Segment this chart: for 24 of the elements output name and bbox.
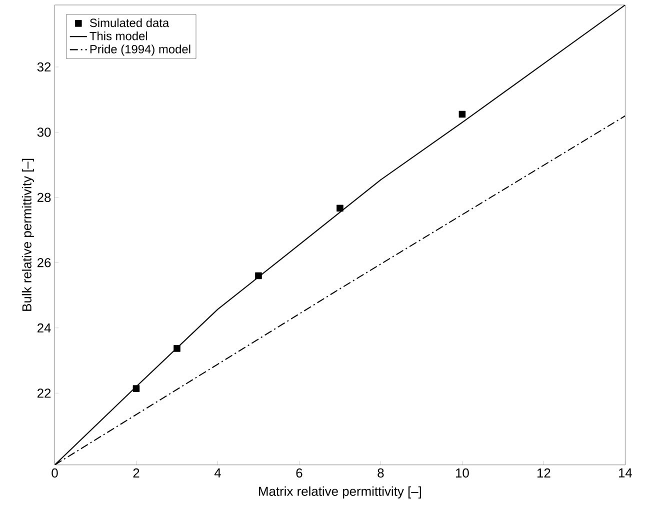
x-tick-label: 2 bbox=[133, 468, 140, 478]
x-tick-label: 6 bbox=[296, 468, 302, 478]
y-tick-label: 22 bbox=[38, 388, 51, 398]
point bbox=[174, 345, 180, 352]
legend-label: This model bbox=[90, 32, 148, 40]
x-tick-label: 12 bbox=[537, 468, 550, 478]
x-tick-label: 0 bbox=[52, 468, 58, 478]
point bbox=[458, 111, 466, 118]
point bbox=[336, 204, 344, 212]
x-tick-label: 10 bbox=[456, 468, 469, 478]
x-tick-label: 4 bbox=[214, 468, 221, 478]
x-axis-title: Matrix relative permittivity [–] bbox=[259, 486, 422, 499]
y-tick-label: 30 bbox=[37, 128, 51, 137]
y-axis-title: Bulk relative permittivity [–] bbox=[22, 159, 34, 311]
y-tick-label: 24 bbox=[38, 324, 51, 333]
x-tick-label: 8 bbox=[378, 468, 384, 478]
x-tick-label: 14 bbox=[618, 468, 632, 478]
legend-label: Simulated data bbox=[90, 18, 170, 28]
y-tick-label: 28 bbox=[38, 193, 51, 202]
y-tick-label: 26 bbox=[38, 258, 51, 268]
point bbox=[255, 272, 262, 280]
point bbox=[132, 385, 140, 392]
legend-label: Pride (1994) model bbox=[90, 44, 190, 56]
y-tick-label: 32 bbox=[37, 62, 51, 72]
